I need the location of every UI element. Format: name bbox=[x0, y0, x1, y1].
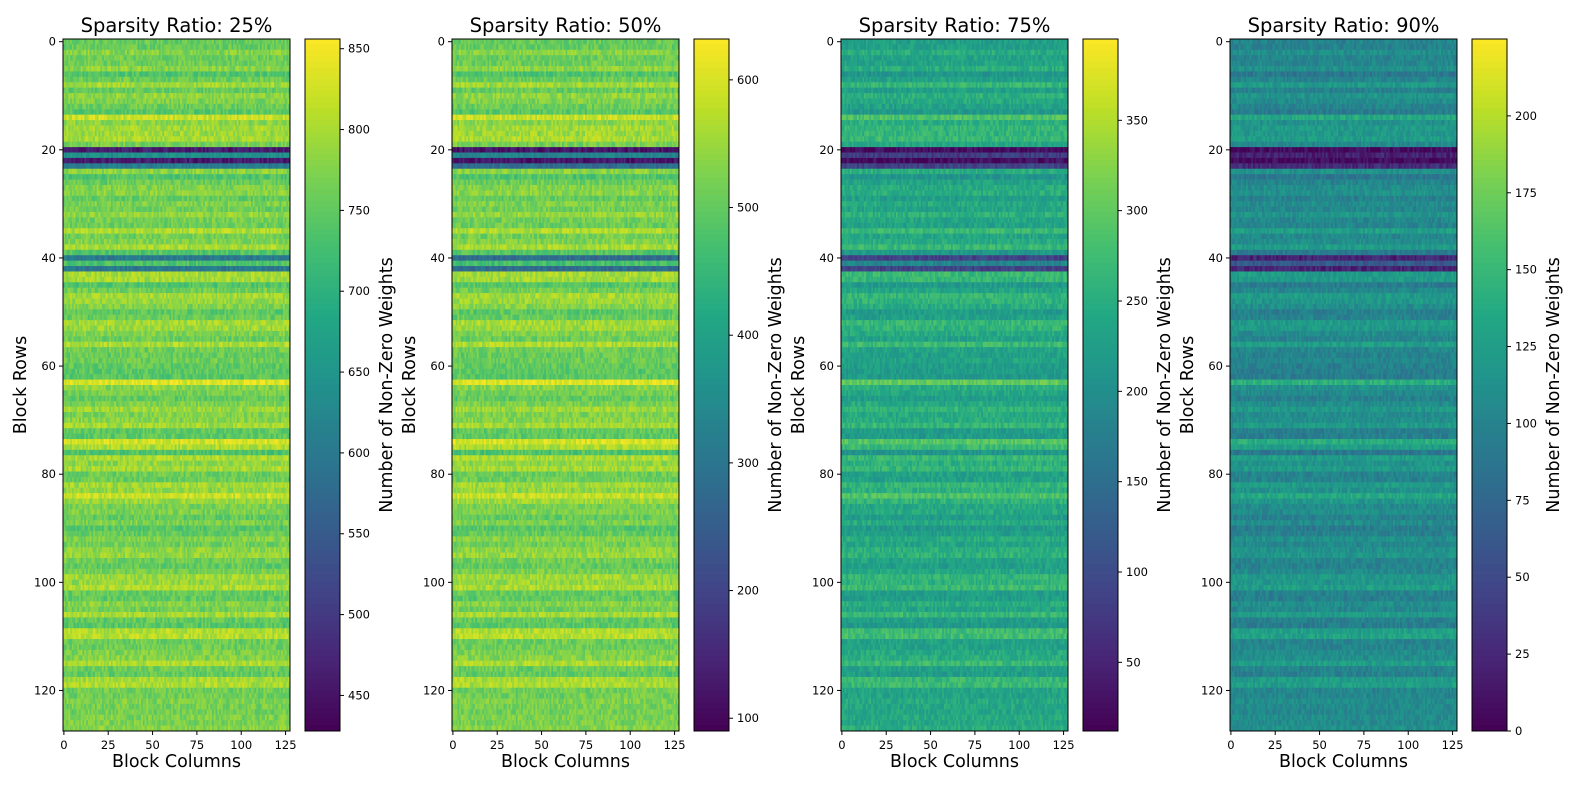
heatmap-cells bbox=[63, 39, 290, 731]
figure: 0 25 50 75 100 125020406080100120Sparsity Rat… bbox=[0, 0, 1578, 789]
